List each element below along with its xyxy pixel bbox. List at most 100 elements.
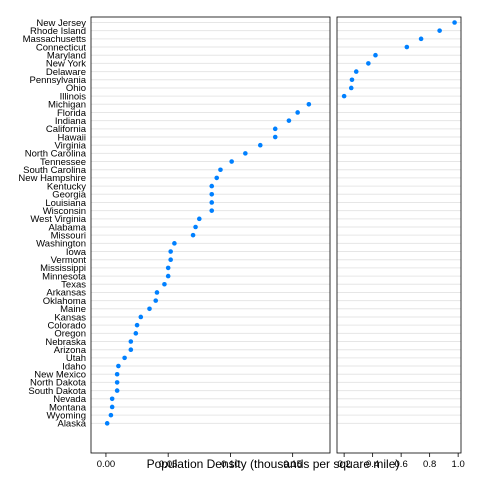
- data-point: [353, 69, 359, 74]
- x-tick-label: 0.10: [221, 459, 240, 470]
- state-label: Alaska: [57, 419, 86, 430]
- state-label: Massachusetts: [23, 34, 87, 45]
- panel-frame: [90, 16, 331, 454]
- panel-frames: [90, 16, 462, 454]
- x-tick-label: 0.2: [338, 459, 351, 470]
- data-point: [214, 175, 220, 181]
- state-label: New Jersey: [36, 18, 86, 29]
- data-point: [193, 224, 198, 230]
- x-tick-label: 0.15: [283, 459, 302, 470]
- state-label: North Carolina: [25, 149, 87, 160]
- state-label: North Dakota: [30, 378, 87, 389]
- data-point: [257, 142, 263, 148]
- data-point: [272, 134, 278, 140]
- state-label: Oklahoma: [43, 296, 87, 307]
- data-point: [209, 183, 215, 189]
- state-label: Texas: [61, 280, 86, 291]
- state-label: Illinois: [60, 91, 87, 102]
- data-point: [168, 257, 173, 263]
- data-point: [114, 371, 120, 377]
- state-label: Arizona: [54, 345, 87, 356]
- grid-layer: [91, 22, 461, 424]
- data-point: [114, 380, 120, 385]
- state-label: Idaho: [62, 361, 86, 372]
- data-point: [286, 118, 292, 123]
- data-point: [138, 314, 144, 320]
- state-label: Missouri: [51, 230, 86, 241]
- x-tick-label: 0.8: [423, 459, 436, 470]
- state-label: Tennessee: [40, 157, 86, 168]
- data-point: [437, 28, 442, 33]
- data-point: [229, 159, 234, 164]
- data-point: [128, 339, 134, 344]
- state-label: Connecticut: [36, 42, 87, 53]
- data-point: [348, 85, 354, 91]
- data-point: [134, 322, 140, 328]
- state-label: Washington: [36, 239, 86, 250]
- data-point: [116, 363, 121, 369]
- data-point: [114, 388, 120, 393]
- state-label: Nevada: [53, 394, 86, 405]
- state-label: Kansas: [54, 312, 86, 323]
- data-point: [153, 298, 159, 303]
- data-points: [104, 20, 457, 426]
- data-point: [243, 151, 248, 156]
- state-label: West Virginia: [30, 214, 86, 225]
- state-label: Utah: [66, 353, 86, 364]
- state-label: New York: [46, 59, 86, 70]
- data-point: [168, 249, 173, 254]
- state-label: Mississippi: [40, 263, 86, 274]
- data-point: [162, 281, 167, 287]
- state-label: New Mexico: [34, 370, 86, 381]
- state-label: Ohio: [66, 83, 86, 94]
- state-label: Hawaii: [57, 132, 86, 143]
- data-point: [109, 396, 115, 402]
- data-point: [147, 306, 152, 312]
- state-label: Colorado: [47, 320, 86, 331]
- data-point: [306, 102, 312, 107]
- x-tick-label: 0.05: [159, 459, 178, 470]
- data-point: [366, 61, 371, 66]
- state-label: Oregon: [54, 329, 86, 340]
- state-label: Kentucky: [47, 181, 86, 192]
- state-label: Virginia: [54, 141, 86, 152]
- data-point: [452, 20, 457, 25]
- state-label: California: [46, 124, 87, 135]
- state-label: Wisconsin: [43, 206, 86, 217]
- data-point: [165, 273, 171, 279]
- state-label: Pennsylvania: [29, 75, 86, 86]
- state-label: Indiana: [55, 116, 87, 127]
- state-label: Florida: [57, 108, 87, 119]
- state-label: Minnesota: [42, 271, 87, 282]
- data-point: [133, 331, 139, 336]
- state-label: Louisiana: [45, 198, 86, 209]
- state-label: South Carolina: [23, 165, 87, 176]
- data-point: [209, 191, 215, 197]
- data-point: [190, 232, 196, 238]
- data-point: [418, 36, 424, 42]
- state-label: Michigan: [48, 100, 86, 111]
- data-point: [272, 126, 278, 132]
- data-point: [109, 404, 115, 410]
- state-label: Vermont: [51, 255, 87, 266]
- state-label: Maine: [60, 304, 86, 315]
- state-label: New Hampshire: [18, 173, 86, 184]
- data-point: [128, 347, 134, 353]
- data-point: [197, 216, 202, 222]
- state-label: Wyoming: [46, 410, 86, 421]
- x-tick-label: 0.4: [366, 459, 379, 470]
- state-label: Delaware: [46, 67, 86, 78]
- state-label: Nebraska: [45, 337, 86, 348]
- state-label: Rhode Island: [30, 26, 86, 37]
- state-label: Montana: [49, 402, 87, 413]
- data-point: [404, 44, 410, 50]
- data-point: [209, 208, 215, 213]
- data-point: [172, 241, 177, 246]
- data-point: [104, 421, 110, 426]
- state-label: Maryland: [47, 51, 86, 62]
- state-label: Alabama: [49, 222, 87, 233]
- x-tick-label: 0.6: [395, 459, 408, 470]
- x-axis-label: Population Density (thousands per square…: [147, 457, 400, 471]
